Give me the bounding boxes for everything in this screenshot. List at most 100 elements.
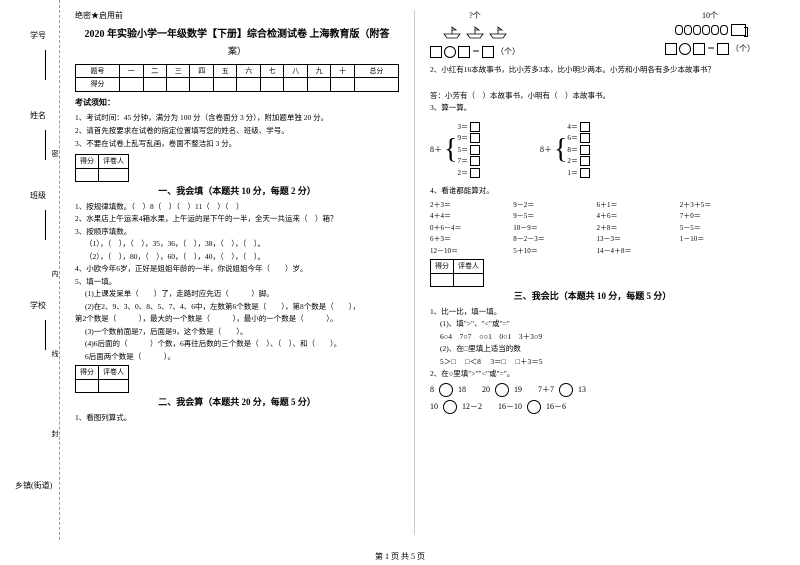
right-column: ?个 ＝ （个） 10个 [415, 10, 755, 535]
brace-item: 2＝ [567, 156, 590, 167]
answer-box[interactable] [482, 46, 494, 58]
score-box-cell[interactable] [99, 379, 129, 393]
compare-circle[interactable] [443, 400, 457, 414]
num: 12－2 [462, 401, 482, 413]
compare-circle[interactable] [559, 383, 573, 397]
qmark-label: ?个 [469, 10, 481, 22]
binding-line [45, 210, 46, 240]
boats-group: ?个 ＝ （个） [430, 10, 520, 60]
num: 8 [430, 384, 434, 396]
compare-circle[interactable] [495, 383, 509, 397]
score-box-cell[interactable] [76, 379, 99, 393]
answer-box[interactable] [665, 43, 677, 55]
section-score-box: 得分评卷人 [75, 365, 129, 393]
answer-box[interactable] [470, 156, 480, 166]
score-cell: 二 [143, 64, 166, 78]
brace-items: 3＝ 9＝ 5＝ 7＝ 2＝ [457, 122, 480, 179]
boat-icon [442, 24, 462, 39]
seal-mark: 封 [50, 430, 60, 437]
num: 16－6 [546, 401, 566, 413]
q3-1b-items: 5＞□ □＜8 3＝□ □＋3＝5 [430, 357, 755, 368]
calc-item: 13－3＝ [597, 234, 672, 245]
brace-item: 8＝ [567, 145, 590, 156]
q1-3a: （1），（ ），（ ），35，36，（ ），38，（ ），（ ）。 [75, 239, 399, 250]
score-cell[interactable] [143, 78, 166, 92]
score-cell: 五 [213, 64, 236, 78]
answer-box[interactable] [580, 156, 590, 166]
score-box-cell[interactable] [99, 168, 129, 182]
compare-row-1: 818 2019 7＋713 [430, 383, 755, 397]
operator-circle[interactable] [444, 46, 456, 58]
compare-item: 7○7 [460, 332, 472, 341]
ring-icon [702, 25, 710, 35]
score-cell: 三 [167, 64, 190, 78]
answer-box[interactable] [470, 145, 480, 155]
binding-line [45, 50, 46, 80]
compare-item: 5＞□ [440, 357, 456, 366]
score-cell[interactable] [354, 78, 398, 92]
notice-item: 1、考试时间：45 分钟，满分为 100 分（含卷面分 3 分），附加题单独 2… [75, 112, 399, 123]
item-label: 2＝ [567, 156, 578, 167]
answer-box[interactable] [470, 122, 480, 132]
score-cell[interactable] [237, 78, 260, 92]
exam-subtitle: 案） [75, 45, 399, 59]
answer-box[interactable] [717, 43, 729, 55]
answer-box[interactable] [470, 133, 480, 143]
compare-circle[interactable] [439, 383, 453, 397]
compare-item: 0○1 [499, 332, 511, 341]
answer-box[interactable] [580, 168, 590, 178]
answer-box[interactable] [580, 133, 590, 143]
q1-5e: 6后面两个数是（ ）。 [75, 352, 399, 363]
answer-box[interactable] [580, 145, 590, 155]
calc-item: 12－10＝ [430, 246, 505, 257]
boat-icon [488, 24, 508, 39]
notice-item: 2、请首先按要求在试卷的指定位置填写您的姓名、班级、学号。 [75, 125, 399, 136]
item-label: 6＝ [567, 133, 578, 144]
binding-line [45, 130, 46, 160]
score-cell[interactable] [260, 78, 283, 92]
num: 7＋7 [538, 384, 554, 396]
score-value-row: 得分 [76, 78, 399, 92]
answer-box[interactable] [693, 43, 705, 55]
compare-item: 6○4 [440, 332, 452, 341]
score-cell[interactable] [120, 78, 143, 92]
operator-circle[interactable] [679, 43, 691, 55]
score-box-cell[interactable] [431, 273, 454, 287]
ring-icon [711, 25, 719, 35]
q2-1: 1、看图列算式。 [75, 413, 399, 424]
answer-box[interactable] [430, 46, 442, 58]
score-cell[interactable] [190, 78, 213, 92]
section2-title: 二、我会算（本题共 20 分，每题 5 分） [75, 396, 399, 410]
score-cell[interactable] [331, 78, 354, 92]
num: 20 [482, 384, 490, 396]
num: 10 [430, 401, 438, 413]
score-box-cell[interactable] [454, 273, 484, 287]
binding-field-town: 乡镇(街道) [15, 480, 52, 491]
compare-circle[interactable] [527, 400, 541, 414]
score-cell[interactable] [213, 78, 236, 92]
q1-5: 5、填一填。 [75, 277, 399, 288]
q3-1: 1、比一比，填一填。 [430, 307, 755, 318]
answer-box[interactable] [470, 168, 480, 178]
score-cell: 四 [190, 64, 213, 78]
q2-2-ans: 答：小芳有（ ）本故事书，小明有（ ）本故事书。 [430, 91, 755, 102]
score-cell[interactable] [167, 78, 190, 92]
binding-field-id: 学号 [30, 30, 46, 41]
calc-item: 10－9＝ [513, 223, 588, 234]
section-score-box: 得分评卷人 [75, 154, 129, 182]
brace-left: 8＋ { 3＝ 9＝ 5＝ 7＝ 2＝ [430, 122, 480, 179]
score-cell[interactable] [307, 78, 330, 92]
answer-box[interactable] [580, 122, 590, 132]
answer-box[interactable] [458, 46, 470, 58]
calc-item: 2＋8＝ [597, 223, 672, 234]
binding-strip: 学号 姓名 班级 学校 乡镇(街道) 密 内 线 封 [0, 0, 60, 540]
page-footer: 第 1 页 共 5 页 [0, 551, 800, 562]
score-cell: 八 [284, 64, 307, 78]
score-box-cell[interactable] [76, 168, 99, 182]
brace-item: 5＝ [457, 145, 480, 156]
notice-title: 考试须知： [75, 97, 399, 109]
brace-right: 8＋ { 4＝ 6＝ 8＝ 2＝ 1＝ [540, 122, 590, 179]
score-cell[interactable] [284, 78, 307, 92]
binding-field-school: 学校 [30, 300, 46, 311]
equation-boxes: ＝ （个） [430, 46, 520, 58]
